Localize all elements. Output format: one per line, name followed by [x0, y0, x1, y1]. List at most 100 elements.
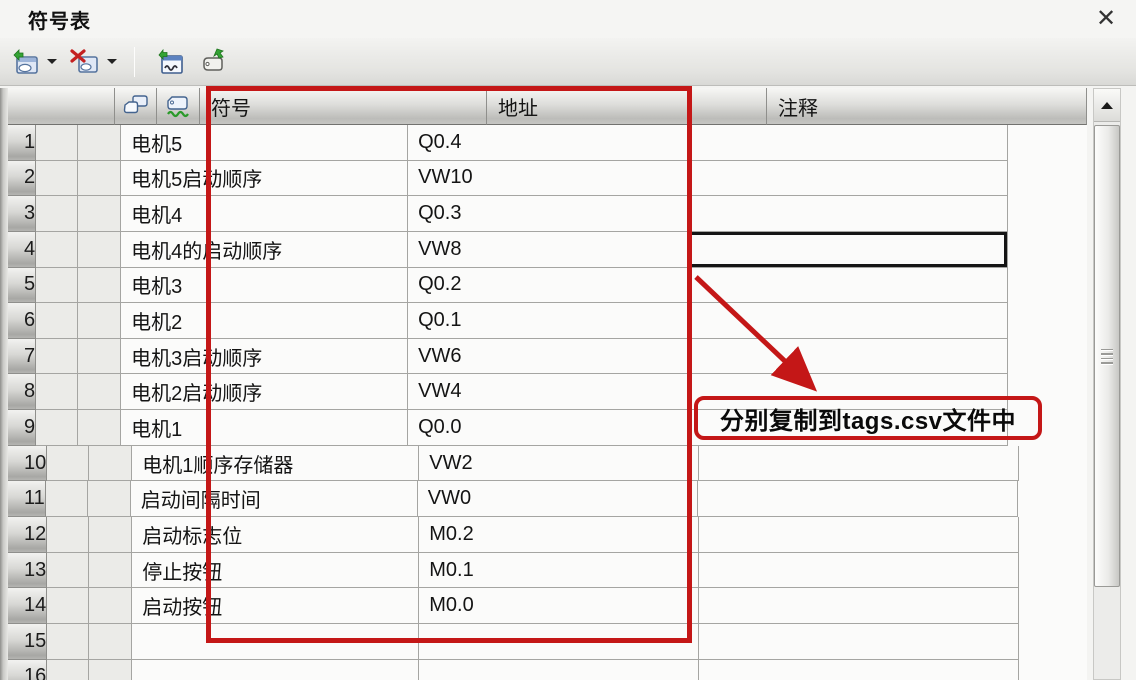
close-icon[interactable]: ✕	[1095, 5, 1117, 32]
address-cell[interactable]: VW6	[408, 338, 689, 375]
address-cell[interactable]: Q0.2	[408, 267, 689, 304]
symbol-cell[interactable]: 电机1顺序存储器	[132, 445, 420, 482]
comment-cell[interactable]	[688, 410, 1009, 446]
address-cell[interactable]: M0.0	[419, 588, 700, 624]
symbols-flag-cell[interactable]	[47, 623, 90, 660]
symbol-wave-cell[interactable]	[89, 445, 133, 482]
address-cell[interactable]: Q0.4	[408, 125, 689, 161]
symbol-wave-cell[interactable]	[89, 623, 133, 660]
row-number-header[interactable]: 9	[8, 410, 37, 446]
symbols-flag-cell[interactable]	[47, 445, 90, 482]
symbols-flag-cell[interactable]	[47, 659, 90, 680]
symbol-wave-cell[interactable]	[78, 338, 122, 375]
insert-table-button[interactable]	[8, 45, 42, 79]
symbol-cell[interactable]: 电机2	[121, 303, 409, 339]
row-number-header[interactable]: 4	[8, 231, 37, 268]
comment-cell[interactable]	[688, 267, 1009, 304]
symbol-cell[interactable]: 电机4的启动顺序	[121, 231, 409, 268]
comment-cell[interactable]	[688, 303, 1009, 339]
symbol-wave-cell[interactable]	[78, 303, 122, 339]
comment-cell[interactable]	[688, 125, 1009, 161]
row-number-header[interactable]: 11	[8, 481, 46, 518]
row-number-header[interactable]: 1	[8, 125, 37, 161]
symbol-cell[interactable]: 启动按钮	[132, 588, 420, 624]
column-header-address[interactable]: 地址	[487, 88, 767, 125]
address-cell[interactable]: Q0.3	[408, 196, 689, 232]
symbol-wave-cell[interactable]	[89, 552, 133, 589]
symbols-flag-cell[interactable]	[36, 231, 79, 268]
comment-cell[interactable]	[699, 659, 1020, 680]
row-number-header[interactable]: 3	[8, 196, 37, 232]
comment-cell[interactable]	[699, 588, 1020, 624]
symbol-cell[interactable]: 电机3启动顺序	[121, 338, 409, 375]
column-header-comment[interactable]: 注释	[767, 88, 1087, 125]
row-number-header[interactable]: 15	[8, 623, 48, 660]
address-cell[interactable]: VW8	[408, 231, 689, 268]
address-cell[interactable]: VW2	[419, 445, 700, 482]
address-cell[interactable]	[419, 659, 700, 680]
symbols-flag-cell[interactable]	[47, 517, 90, 553]
symbols-flag-cell[interactable]	[45, 481, 88, 518]
symbol-cell[interactable]: 电机5	[121, 125, 409, 161]
column-header-symbols-icons[interactable]	[115, 88, 157, 125]
comment-cell[interactable]	[699, 552, 1020, 589]
row-number-header[interactable]: 14	[8, 588, 48, 624]
symbol-cell[interactable]: 启动间隔时间	[130, 481, 418, 518]
row-number-header[interactable]: 16	[8, 659, 48, 680]
comment-cell[interactable]	[688, 231, 1009, 268]
row-number-header[interactable]: 2	[8, 160, 37, 197]
symbol-wave-cell[interactable]	[78, 374, 122, 411]
row-number-header[interactable]: 7	[8, 338, 37, 375]
symbol-wave-cell[interactable]	[78, 231, 122, 268]
row-number-header[interactable]: 5	[8, 267, 37, 304]
comment-cell[interactable]	[688, 374, 1009, 411]
address-cell[interactable]: VW0	[417, 481, 698, 518]
symbols-flag-cell[interactable]	[36, 374, 79, 411]
column-header-symbol-wave[interactable]	[157, 88, 200, 125]
row-number-header[interactable]: 12	[8, 517, 48, 553]
corner-header-cell[interactable]	[8, 88, 115, 125]
symbols-flag-cell[interactable]	[36, 160, 79, 197]
symbol-cell[interactable]: 电机5启动顺序	[121, 160, 409, 197]
symbol-cell[interactable]: 电机4	[121, 196, 409, 232]
symbols-flag-cell[interactable]	[36, 125, 79, 161]
scrollbar-thumb[interactable]	[1094, 125, 1120, 587]
comment-cell[interactable]	[688, 160, 1009, 197]
symbol-wave-cell[interactable]	[78, 410, 122, 446]
address-cell[interactable]: Q0.1	[408, 303, 689, 339]
symbols-flag-cell[interactable]	[36, 267, 79, 304]
symbol-wave-cell[interactable]	[78, 196, 122, 232]
apply-symbols-button[interactable]	[195, 45, 229, 79]
symbols-flag-cell[interactable]	[36, 410, 79, 446]
symbol-wave-cell[interactable]	[87, 481, 131, 518]
insert-table-dropdown[interactable]	[44, 45, 60, 79]
symbol-cell[interactable]	[132, 659, 420, 680]
symbol-cell[interactable]: 电机3	[121, 267, 409, 304]
address-cell[interactable]: VW10	[408, 160, 689, 197]
symbol-cell[interactable]: 电机2启动顺序	[121, 374, 409, 411]
scroll-up-button[interactable]	[1094, 89, 1120, 122]
address-cell[interactable]	[419, 623, 700, 660]
symbols-flag-cell[interactable]	[47, 588, 90, 624]
symbol-wave-cell[interactable]	[89, 517, 133, 553]
symbols-flag-cell[interactable]	[36, 303, 79, 339]
symbol-cell[interactable]	[132, 623, 420, 660]
symbols-flag-cell[interactable]	[36, 338, 79, 375]
delete-table-dropdown[interactable]	[104, 45, 120, 79]
row-number-header[interactable]: 10	[8, 445, 48, 482]
column-header-symbol[interactable]: 符号	[200, 88, 487, 125]
symbols-flag-cell[interactable]	[47, 552, 90, 589]
address-cell[interactable]: M0.1	[419, 552, 700, 589]
symbol-wave-cell[interactable]	[78, 125, 122, 161]
vertical-scrollbar[interactable]	[1093, 88, 1121, 680]
symbol-cell[interactable]: 启动标志位	[132, 517, 420, 553]
symbol-wave-cell[interactable]	[78, 160, 122, 197]
symbol-cell[interactable]: 电机1	[121, 410, 409, 446]
address-cell[interactable]: VW4	[408, 374, 689, 411]
symbol-wave-cell[interactable]	[89, 659, 133, 680]
comment-cell[interactable]	[688, 338, 1009, 375]
delete-table-button[interactable]	[68, 45, 102, 79]
symbol-wave-cell[interactable]	[89, 588, 133, 624]
insert-row-button[interactable]	[153, 45, 187, 79]
symbol-wave-cell[interactable]	[78, 267, 122, 304]
